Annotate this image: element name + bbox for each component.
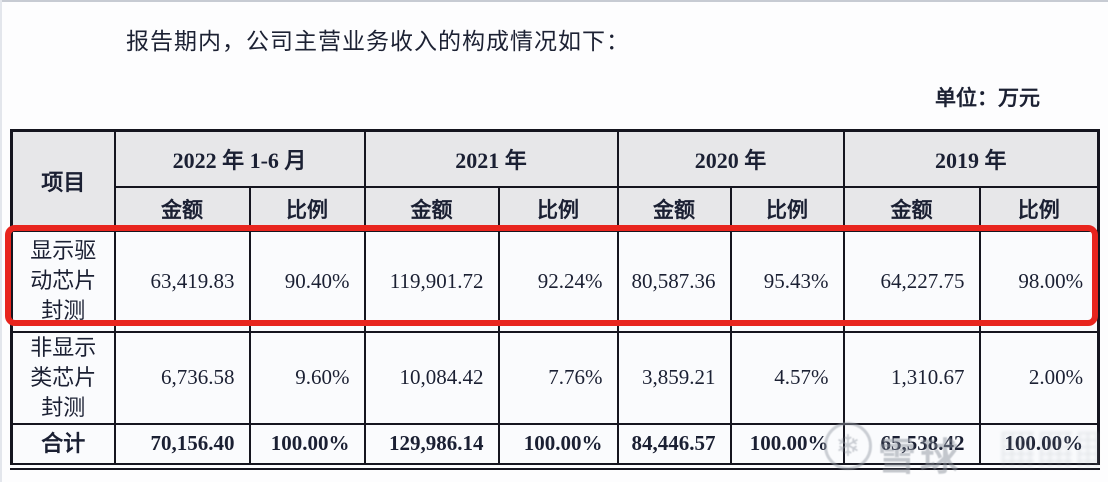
intro-text: 报告期内，公司主营业务收入的构成情况如下： (126, 29, 630, 54)
table-row-non-display: 非显示类芯片封测 6,736.58 9.60% 10,084.42 7.76% … (10, 330, 1100, 425)
data-cell: 6,736.58 (113, 330, 251, 425)
column-header-2019: 2019 年 (842, 129, 1100, 188)
data-cell: 1,310.67 (842, 330, 981, 425)
data-cell: 100.00% (978, 422, 1100, 468)
subheader-amount-2019: 金额 (842, 185, 981, 232)
subheader-ratio-2019: 比例 (978, 185, 1100, 232)
data-cell: 100.00% (729, 422, 845, 468)
data-cell: 65,538.42 (842, 422, 981, 468)
data-cell: 64,227.75 (842, 229, 981, 333)
data-cell: 92.24% (497, 229, 619, 333)
data-cell: 63,419.83 (113, 229, 251, 333)
revenue-composition-table: 项目 2022 年 1-6 月 2021 年 2020 年 2019 年 金额 … (10, 129, 1101, 470)
data-cell: 90.40% (248, 229, 366, 333)
data-cell: 7.76% (497, 330, 619, 425)
row-item-label: 合计 (10, 422, 116, 468)
data-cell: 129,986.14 (363, 422, 500, 468)
data-cell: 119,901.72 (363, 229, 500, 333)
data-cell: 10,084.42 (363, 330, 500, 425)
subheader-amount-2020: 金额 (616, 185, 732, 232)
unit-label: 单位：万元 (935, 86, 1040, 110)
subheader-amount-2022: 金额 (113, 185, 251, 232)
column-header-2022: 2022 年 1-6 月 (113, 129, 366, 188)
data-cell: 84,446.57 (616, 422, 732, 468)
data-cell: 3,859.21 (616, 330, 732, 425)
column-header-item: 项目 (10, 129, 116, 232)
data-cell: 70,156.40 (113, 422, 251, 468)
subheader-amount-2021: 金额 (363, 185, 500, 232)
page-top-edge (0, 0, 1108, 2)
data-cell: 9.60% (248, 330, 366, 425)
table-row-display-driver: 显示驱动芯片封测 63,419.83 90.40% 119,901.72 92.… (10, 229, 1100, 333)
header-row-years: 项目 2022 年 1-6 月 2021 年 2020 年 2019 年 (10, 129, 1100, 232)
data-cell: 80,587.36 (616, 229, 732, 333)
subheader-ratio-2021: 比例 (497, 185, 619, 232)
table-row-total: 合计 70,156.40 100.00% 129,986.14 100.00% … (10, 422, 1100, 468)
data-cell: 2.00% (978, 330, 1100, 425)
row-item-label: 非显示类芯片封测 (10, 330, 116, 425)
data-cell: 98.00% (978, 229, 1100, 333)
column-header-2021: 2021 年 (363, 129, 619, 188)
data-cell: 100.00% (497, 422, 619, 468)
data-cell: 100.00% (248, 422, 366, 468)
data-cell: 4.57% (729, 330, 845, 425)
column-header-2020: 2020 年 (616, 129, 845, 188)
data-cell: 95.43% (729, 229, 845, 333)
subheader-ratio-2020: 比例 (729, 185, 845, 232)
row-item-label: 显示驱动芯片封测 (10, 229, 116, 333)
page-left-edge (0, 0, 2, 482)
subheader-ratio-2022: 比例 (248, 185, 366, 232)
header-row-subcolumns: 金额 比例 金额 比例 金额 比例 金额 比例 (12, 185, 1100, 232)
